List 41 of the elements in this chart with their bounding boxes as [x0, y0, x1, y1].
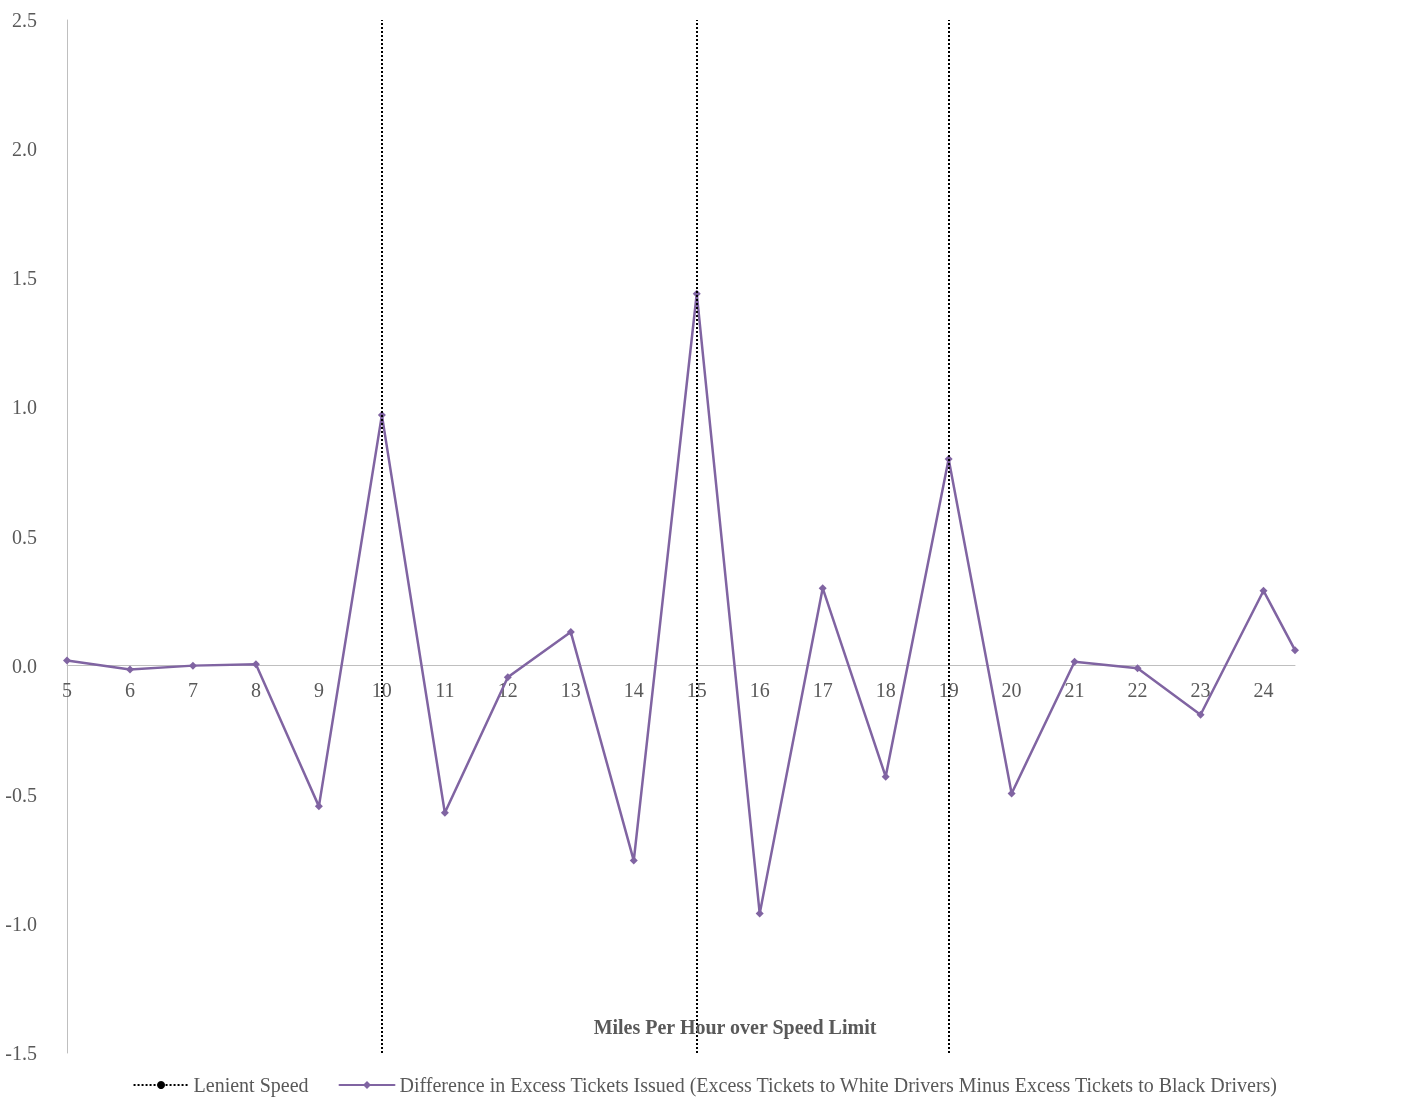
x-tick-label: 8 [250, 678, 261, 701]
point [566, 628, 575, 637]
x-tick-label: 6 [124, 678, 135, 701]
point [1133, 664, 1142, 673]
x-tick-label: 13 [560, 678, 581, 701]
x-tick-label: 24 [1253, 678, 1274, 701]
point [755, 909, 764, 918]
x-tick-label: 23 [1190, 678, 1211, 701]
x-tick-label: 16 [749, 678, 770, 701]
x-tick-label: 17 [812, 678, 833, 701]
point [1196, 710, 1205, 719]
y-tick-label: -0.5 [5, 783, 37, 806]
x-tick-label: 22 [1127, 678, 1148, 701]
y-tick-label: -1.0 [5, 912, 37, 935]
x-tick-label: 5 [62, 678, 72, 701]
point [1070, 657, 1079, 666]
point [63, 656, 71, 665]
x-tick-label: 7 [187, 678, 198, 701]
point [1259, 586, 1268, 595]
point [1291, 646, 1299, 655]
x-tick-label: 18 [875, 678, 896, 701]
y-tick-label: 0.0 [12, 654, 37, 677]
x-tick-label: 15 [686, 678, 707, 701]
x-tick-label: 10 [371, 678, 392, 701]
x-tick-label: 11 [435, 678, 455, 701]
legend-label: Difference in Excess Tickets Issued (Excess Tickets to White Drivers Minus Excess Tickets to Black Drivers) [399, 1074, 1277, 1097]
x-tick-label: 19 [938, 678, 959, 701]
y-tick-label: 0.5 [12, 525, 37, 548]
x-tick-label: 20 [1001, 678, 1022, 701]
y-tick-label: 1.5 [12, 267, 37, 290]
x-tick-label: 9 [313, 678, 324, 701]
x-axis-title: Miles Per Hour over Speed Limit [593, 1016, 877, 1039]
x-tick-label: 14 [623, 678, 644, 701]
y-tick-label: 2.5 [12, 9, 37, 31]
point [314, 802, 323, 811]
y-tick-label: -1.5 [5, 1042, 37, 1064]
y-tick-label: 2.0 [12, 138, 37, 161]
point [125, 665, 134, 674]
x-tick-label: 21 [1064, 678, 1085, 701]
y-tick-label: 1.0 [12, 396, 37, 419]
legend-label: Lenient Speed [193, 1074, 309, 1097]
